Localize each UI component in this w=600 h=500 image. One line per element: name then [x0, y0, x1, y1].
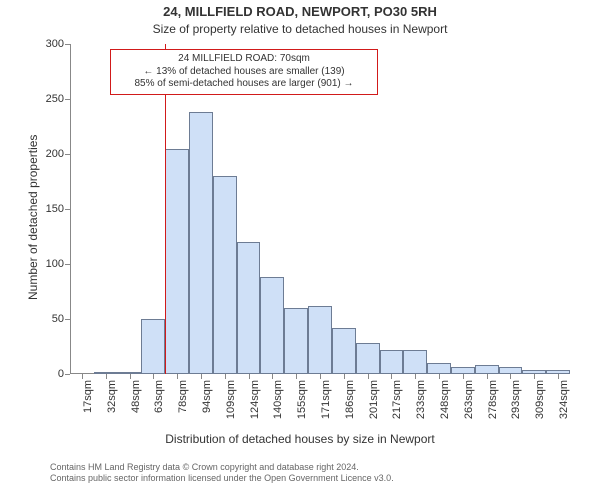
histogram-bar: [499, 367, 523, 374]
x-tick-mark: [391, 374, 392, 379]
x-tick-label: 17sqm: [82, 380, 94, 413]
x-tick-mark: [487, 374, 488, 379]
x-tick-label: 94sqm: [201, 380, 213, 413]
x-axis-label: Distribution of detached houses by size …: [0, 432, 600, 446]
x-tick-label: 63sqm: [153, 380, 165, 413]
x-tick-label: 248sqm: [439, 380, 451, 419]
x-tick-mark: [272, 374, 273, 379]
chart-subtitle: Size of property relative to detached ho…: [0, 22, 600, 36]
annotation-line: 24 MILLFIELD ROAD: 70sqm: [117, 53, 371, 66]
x-tick-label: 155sqm: [296, 380, 308, 419]
x-tick-label: 124sqm: [249, 380, 261, 419]
x-tick-label: 78sqm: [177, 380, 189, 413]
x-tick-mark: [225, 374, 226, 379]
x-tick-mark: [320, 374, 321, 379]
x-tick-mark: [296, 374, 297, 379]
x-tick-mark: [368, 374, 369, 379]
x-tick-label: 324sqm: [558, 380, 570, 419]
x-tick-label: 186sqm: [344, 380, 356, 419]
x-tick-label: 293sqm: [510, 380, 522, 419]
x-tick-label: 201sqm: [368, 380, 380, 419]
x-tick-mark: [177, 374, 178, 379]
histogram-bar: [380, 350, 404, 374]
x-tick-mark: [344, 374, 345, 379]
histogram-bar: [427, 363, 451, 374]
x-tick-mark: [463, 374, 464, 379]
histogram-bar: [284, 308, 308, 374]
x-tick-mark: [510, 374, 511, 379]
y-tick-label: 150: [46, 203, 70, 215]
y-tick-label: 200: [46, 148, 70, 160]
x-tick-mark: [249, 374, 250, 379]
x-tick-label: 32sqm: [106, 380, 118, 413]
y-tick-label: 50: [52, 313, 70, 325]
x-tick-label: 140sqm: [272, 380, 284, 419]
histogram-bar: [213, 176, 237, 374]
histogram-bar: [308, 306, 332, 374]
y-tick-label: 250: [46, 93, 70, 105]
x-tick-mark: [130, 374, 131, 379]
y-tick-label: 0: [58, 368, 70, 380]
x-tick-mark: [106, 374, 107, 379]
histogram-bar: [451, 367, 475, 374]
x-tick-label: 278sqm: [487, 380, 499, 419]
histogram-bar: [475, 365, 499, 374]
histogram-bar: [403, 350, 427, 374]
chart-title: 24, MILLFIELD ROAD, NEWPORT, PO30 5RH: [0, 4, 600, 19]
histogram-bar: [165, 149, 189, 375]
histogram-bar: [189, 112, 213, 374]
x-tick-label: 48sqm: [130, 380, 142, 413]
x-tick-mark: [558, 374, 559, 379]
x-tick-label: 233sqm: [415, 380, 427, 419]
figure: { "title": { "text": "24, MILLFIELD ROAD…: [0, 0, 600, 500]
y-axis-label: Number of detached properties: [26, 135, 40, 300]
x-tick-mark: [201, 374, 202, 379]
histogram-bar: [237, 242, 261, 374]
annotation-box: 24 MILLFIELD ROAD: 70sqm← 13% of detache…: [110, 49, 378, 95]
x-tick-mark: [415, 374, 416, 379]
y-tick-label: 300: [46, 38, 70, 50]
x-tick-label: 171sqm: [320, 380, 332, 419]
annotation-line: 85% of semi-detached houses are larger (…: [117, 78, 371, 91]
x-tick-mark: [439, 374, 440, 379]
x-tick-label: 309sqm: [534, 380, 546, 419]
x-tick-label: 263sqm: [463, 380, 475, 419]
histogram-bar: [141, 319, 165, 374]
y-tick-label: 100: [46, 258, 70, 270]
x-tick-mark: [153, 374, 154, 379]
histogram-bar: [260, 277, 284, 374]
histogram-bar: [356, 343, 380, 374]
histogram-bar: [332, 328, 356, 374]
x-tick-label: 217sqm: [391, 380, 403, 419]
x-tick-mark: [82, 374, 83, 379]
x-tick-mark: [534, 374, 535, 379]
footer-attribution: Contains HM Land Registry data © Crown c…: [50, 462, 394, 485]
annotation-line: ← 13% of detached houses are smaller (13…: [117, 66, 371, 79]
x-tick-label: 109sqm: [225, 380, 237, 419]
